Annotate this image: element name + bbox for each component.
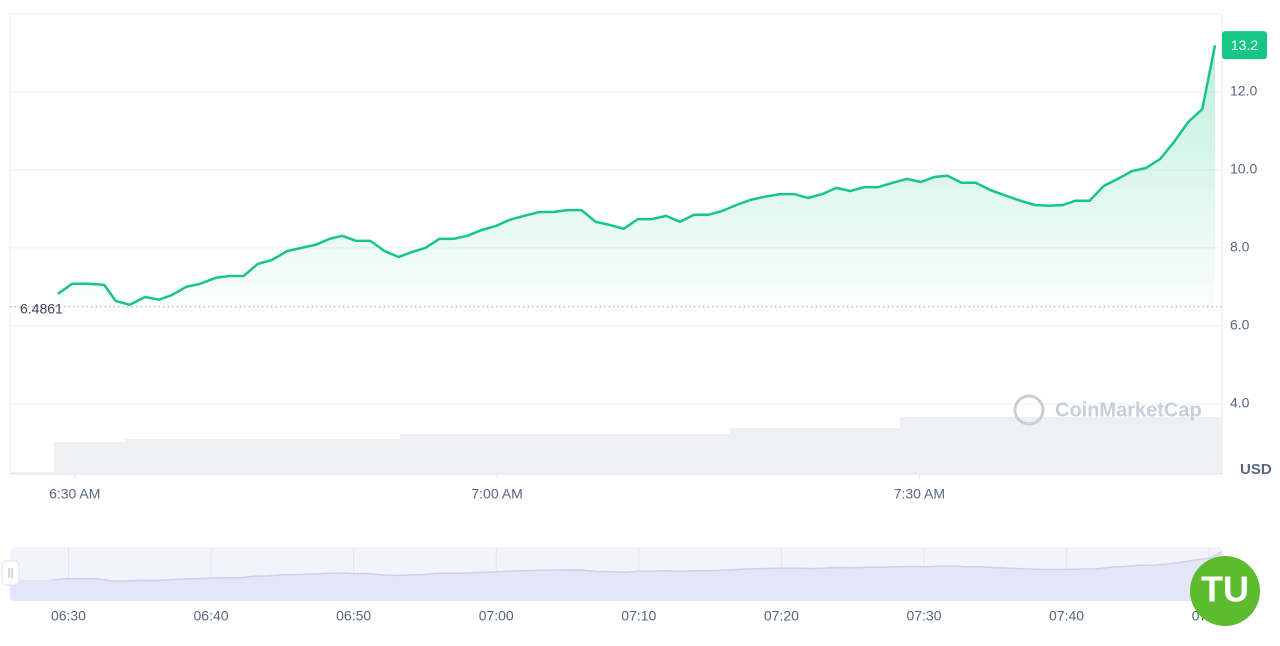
price-area: [57, 45, 1216, 307]
navigator-line: [51, 550, 1222, 582]
navigator-tick-label: 06:40: [194, 608, 229, 624]
y-tick-label: 10.0: [1230, 161, 1257, 177]
navigator-area: [10, 550, 1222, 601]
navigator-tick-label: 07:40: [1049, 608, 1084, 624]
logo-circle: [1190, 556, 1260, 626]
watermark-text: CoinMarketCap: [1055, 399, 1202, 421]
y-tick-label: 12.0: [1230, 83, 1257, 99]
open-price-label: 6.4861: [20, 301, 63, 317]
navigator-tick-label: 06:50: [336, 608, 371, 624]
y-tick-label: 8.0: [1230, 239, 1250, 255]
x-tick-label: 6:30 AM: [49, 486, 100, 502]
navigator-tick-label: 07:00: [479, 608, 514, 624]
navigator-tick-label: 07:20: [764, 608, 799, 624]
navigator-tick-label: 07:10: [621, 608, 656, 624]
navigator-ticks: 06:30 06:40 06:50 07:00 07:10 07:20 07:30 07:40…: [51, 608, 1227, 624]
watermark-icon: [1013, 394, 1045, 426]
navigator-handle[interactable]: [1, 560, 20, 586]
y-axis-label: USD: [1240, 461, 1272, 478]
y-tick-label: 4.0: [1230, 395, 1250, 411]
navigator-tick-label: 06:30: [51, 608, 86, 624]
logo: TU: [1190, 556, 1260, 626]
price-line: [57, 44, 1217, 307]
x-tick-label: 7:30 AM: [894, 486, 945, 502]
plot: [10, 44, 1222, 308]
volume-backdrop: [10, 417, 1222, 474]
x-tick-label: 7:00 AM: [471, 486, 522, 502]
last-price-badge: [1222, 31, 1267, 60]
navigator-tick-label: 07:30: [906, 608, 941, 624]
y-tick-label: 6.0: [1230, 317, 1250, 333]
logo-text: TU: [1201, 569, 1249, 610]
watermark-group: CoinMarketCap: [1013, 394, 1202, 426]
last-price-label: 13.2: [1231, 37, 1258, 53]
navigator: [10, 547, 1222, 601]
